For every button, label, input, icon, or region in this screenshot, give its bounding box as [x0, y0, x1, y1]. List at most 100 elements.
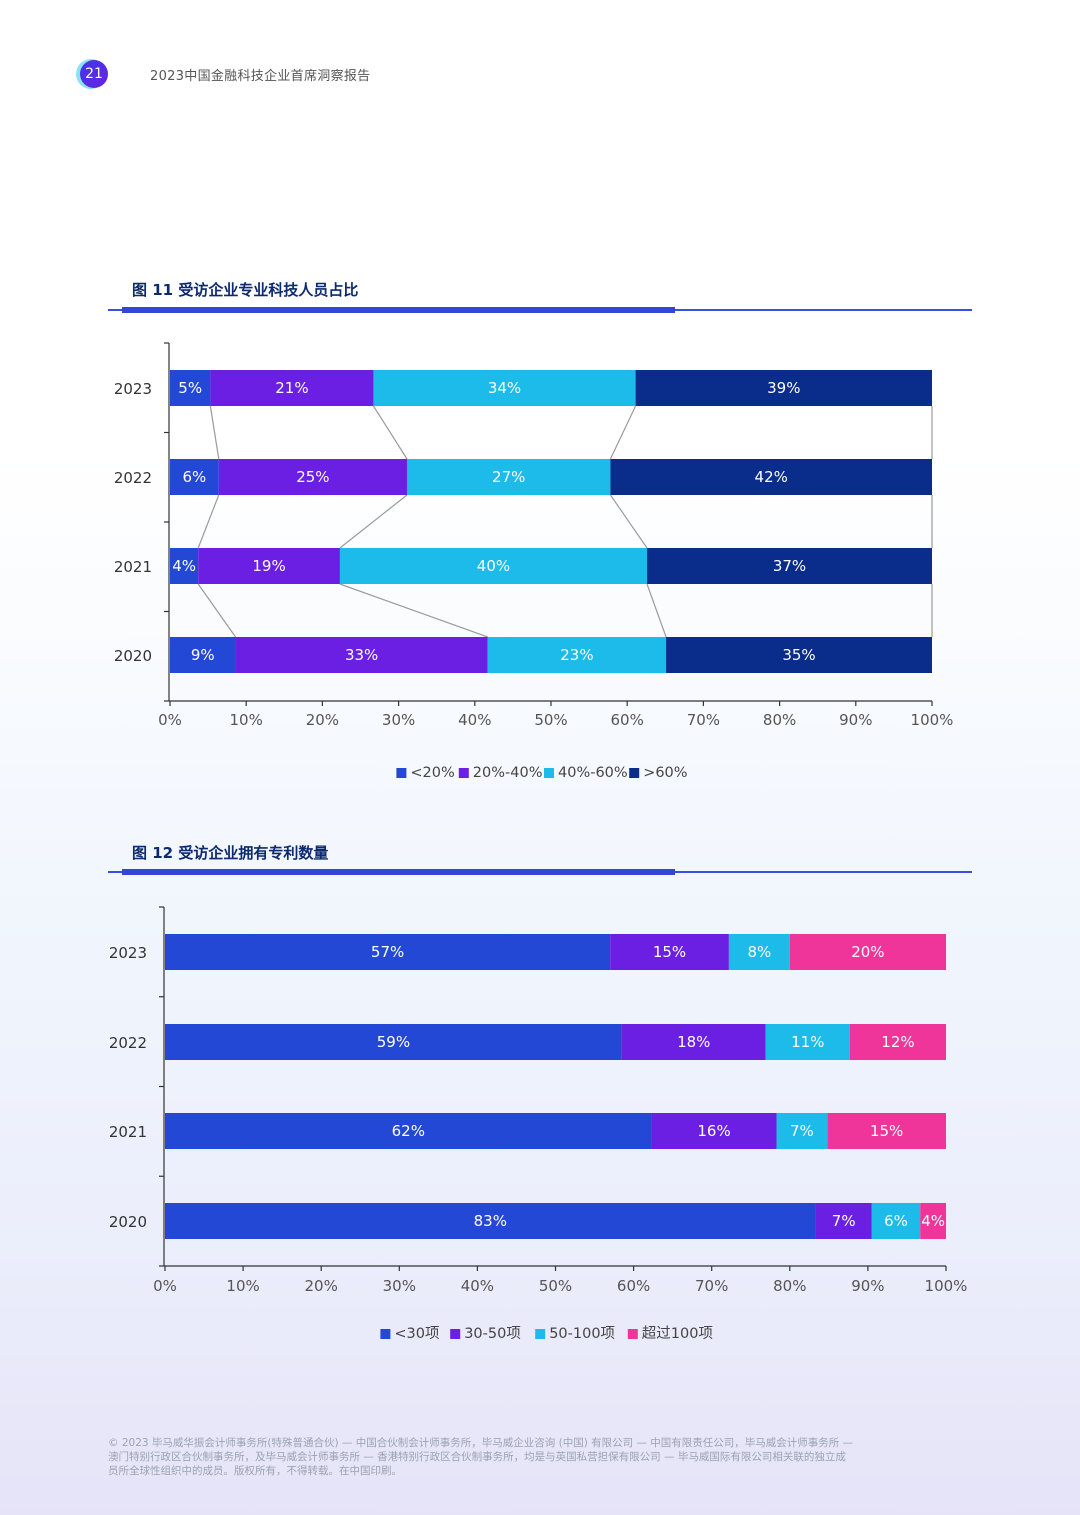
x-tick-label: 70% [687, 711, 720, 729]
x-tick-label: 10% [226, 1277, 259, 1295]
bar-segment [666, 637, 932, 673]
bar-segment [610, 934, 729, 970]
legend-swatch [458, 768, 469, 778]
bar-segment [827, 1113, 946, 1149]
x-tick-label: 40% [461, 1277, 494, 1295]
bar-value-label: 37% [773, 557, 806, 575]
connector-line [609, 494, 648, 549]
bar-value-label: 40% [477, 557, 510, 575]
bar-segment [373, 370, 636, 406]
figure-12-title: 图 12 受访企业拥有专利数量 [132, 844, 329, 862]
figure-11-chart: 5% 21% 34% 39% 2023 6% 25% 27% 42% 2022 4% 19% 40% 37… [114, 342, 954, 781]
bar-segment [815, 1203, 872, 1239]
bar-value-label: 6% [884, 1212, 908, 1230]
legend-label: <20% [410, 765, 454, 781]
x-tick-label: 0% [158, 711, 182, 729]
bar-value-label: 42% [755, 468, 788, 486]
legend-label: 超过100项 [642, 1325, 713, 1342]
legend-label: 20%-40% [473, 765, 543, 781]
figure-12-chart: 57% 15% 8% 20% 2023 59% 18% 11% 12% 2022 62% 16% 7% 1… [109, 906, 968, 1342]
x-tick-label: 80% [773, 1277, 806, 1295]
bar-value-label: 25% [296, 468, 329, 486]
category-label: 2023 [114, 380, 152, 398]
bar-segment [776, 1113, 828, 1149]
x-tick-label: 40% [458, 711, 491, 729]
bar-value-label: 19% [252, 557, 285, 575]
bar-value-label: 5% [178, 379, 202, 397]
bar-segment [165, 1113, 652, 1149]
figure-11-title: 图 11 受访企业专业科技人员占比 [132, 281, 359, 299]
connector-line [372, 405, 408, 460]
bar-value-label: 27% [492, 468, 525, 486]
x-tick-label: 60% [617, 1277, 650, 1295]
category-label: 2022 [109, 1034, 147, 1052]
x-tick-label: 90% [839, 711, 872, 729]
legend-swatch [396, 768, 407, 778]
copyright-footer: © 2023 毕马威华振会计师事务所(特殊普通合伙) — 中国合伙制会计师事务所… [108, 1436, 972, 1478]
legend-label: 50-100项 [549, 1326, 615, 1342]
connector-line [197, 583, 237, 638]
bar-segment [635, 370, 932, 406]
bar-value-label: 39% [767, 379, 800, 397]
bar-value-label: 21% [275, 379, 308, 397]
bar-segment [789, 934, 946, 970]
bar-segment [651, 1113, 777, 1149]
category-label: 2021 [114, 558, 152, 576]
bar-segment [170, 459, 219, 495]
legend-swatch [450, 1329, 461, 1339]
bar-segment [765, 1024, 850, 1060]
bar-segment [170, 637, 236, 673]
bar-segment [218, 459, 407, 495]
bar-segment [210, 370, 374, 406]
bar-segment [165, 934, 611, 970]
x-tick-label: 20% [306, 711, 339, 729]
bar-segment [920, 1203, 946, 1239]
bar-segment [198, 548, 340, 584]
x-tick-label: 50% [534, 711, 567, 729]
bar-segment [165, 1024, 622, 1060]
x-tick-label: 20% [305, 1277, 338, 1295]
connector-line [197, 494, 220, 549]
bar-value-label: 7% [832, 1212, 856, 1230]
connector-line [339, 494, 408, 549]
bar-segment [487, 637, 667, 673]
figure-11-title-accent [122, 307, 675, 313]
bar-value-label: 11% [791, 1033, 824, 1051]
footer-line: 澳门特别行政区合伙制事务所，及毕马威会计师事务所 — 香港特别行政区合伙制事务所… [108, 1451, 846, 1463]
category-label: 2020 [109, 1213, 147, 1231]
x-tick-label: 10% [230, 711, 263, 729]
x-tick-label: 100% [925, 1277, 968, 1295]
x-tick-label: 100% [911, 711, 954, 729]
bar-value-label: 4% [172, 557, 196, 575]
connector-line [339, 583, 488, 638]
bar-value-label: 9% [191, 646, 215, 664]
bar-value-label: 57% [371, 943, 404, 961]
bar-value-label: 20% [851, 943, 884, 961]
bar-segment [235, 637, 488, 673]
bar-value-label: 33% [345, 646, 378, 664]
bar-value-label: 35% [782, 646, 815, 664]
page-number: 21 [80, 60, 108, 88]
legend-swatch [629, 768, 640, 778]
footer-line: 员所全球性组织中的成员。版权所有，不得转载。在中国印刷。 [108, 1465, 402, 1477]
category-label: 2020 [114, 647, 152, 665]
footer-line: © 2023 毕马威华振会计师事务所(特殊普通合伙) — 中国合伙制会计师事务所… [108, 1437, 854, 1449]
bar-value-label: 6% [182, 468, 206, 486]
bar-segment [728, 934, 790, 970]
connector-line [209, 405, 220, 460]
legend-swatch [535, 1329, 546, 1339]
category-label: 2023 [109, 944, 147, 962]
bar-segment [871, 1203, 921, 1239]
connector-line [609, 405, 637, 460]
bar-value-label: 16% [697, 1122, 730, 1140]
category-label: 2022 [114, 469, 152, 487]
bar-value-label: 23% [560, 646, 593, 664]
bar-segment [170, 548, 199, 584]
legend-label: <30项 [394, 1326, 439, 1342]
x-tick-label: 30% [382, 711, 415, 729]
bar-value-label: 15% [653, 943, 686, 961]
x-tick-label: 80% [763, 711, 796, 729]
bar-value-label: 15% [870, 1122, 903, 1140]
legend-swatch [544, 768, 554, 778]
legend-swatch [627, 1329, 638, 1339]
